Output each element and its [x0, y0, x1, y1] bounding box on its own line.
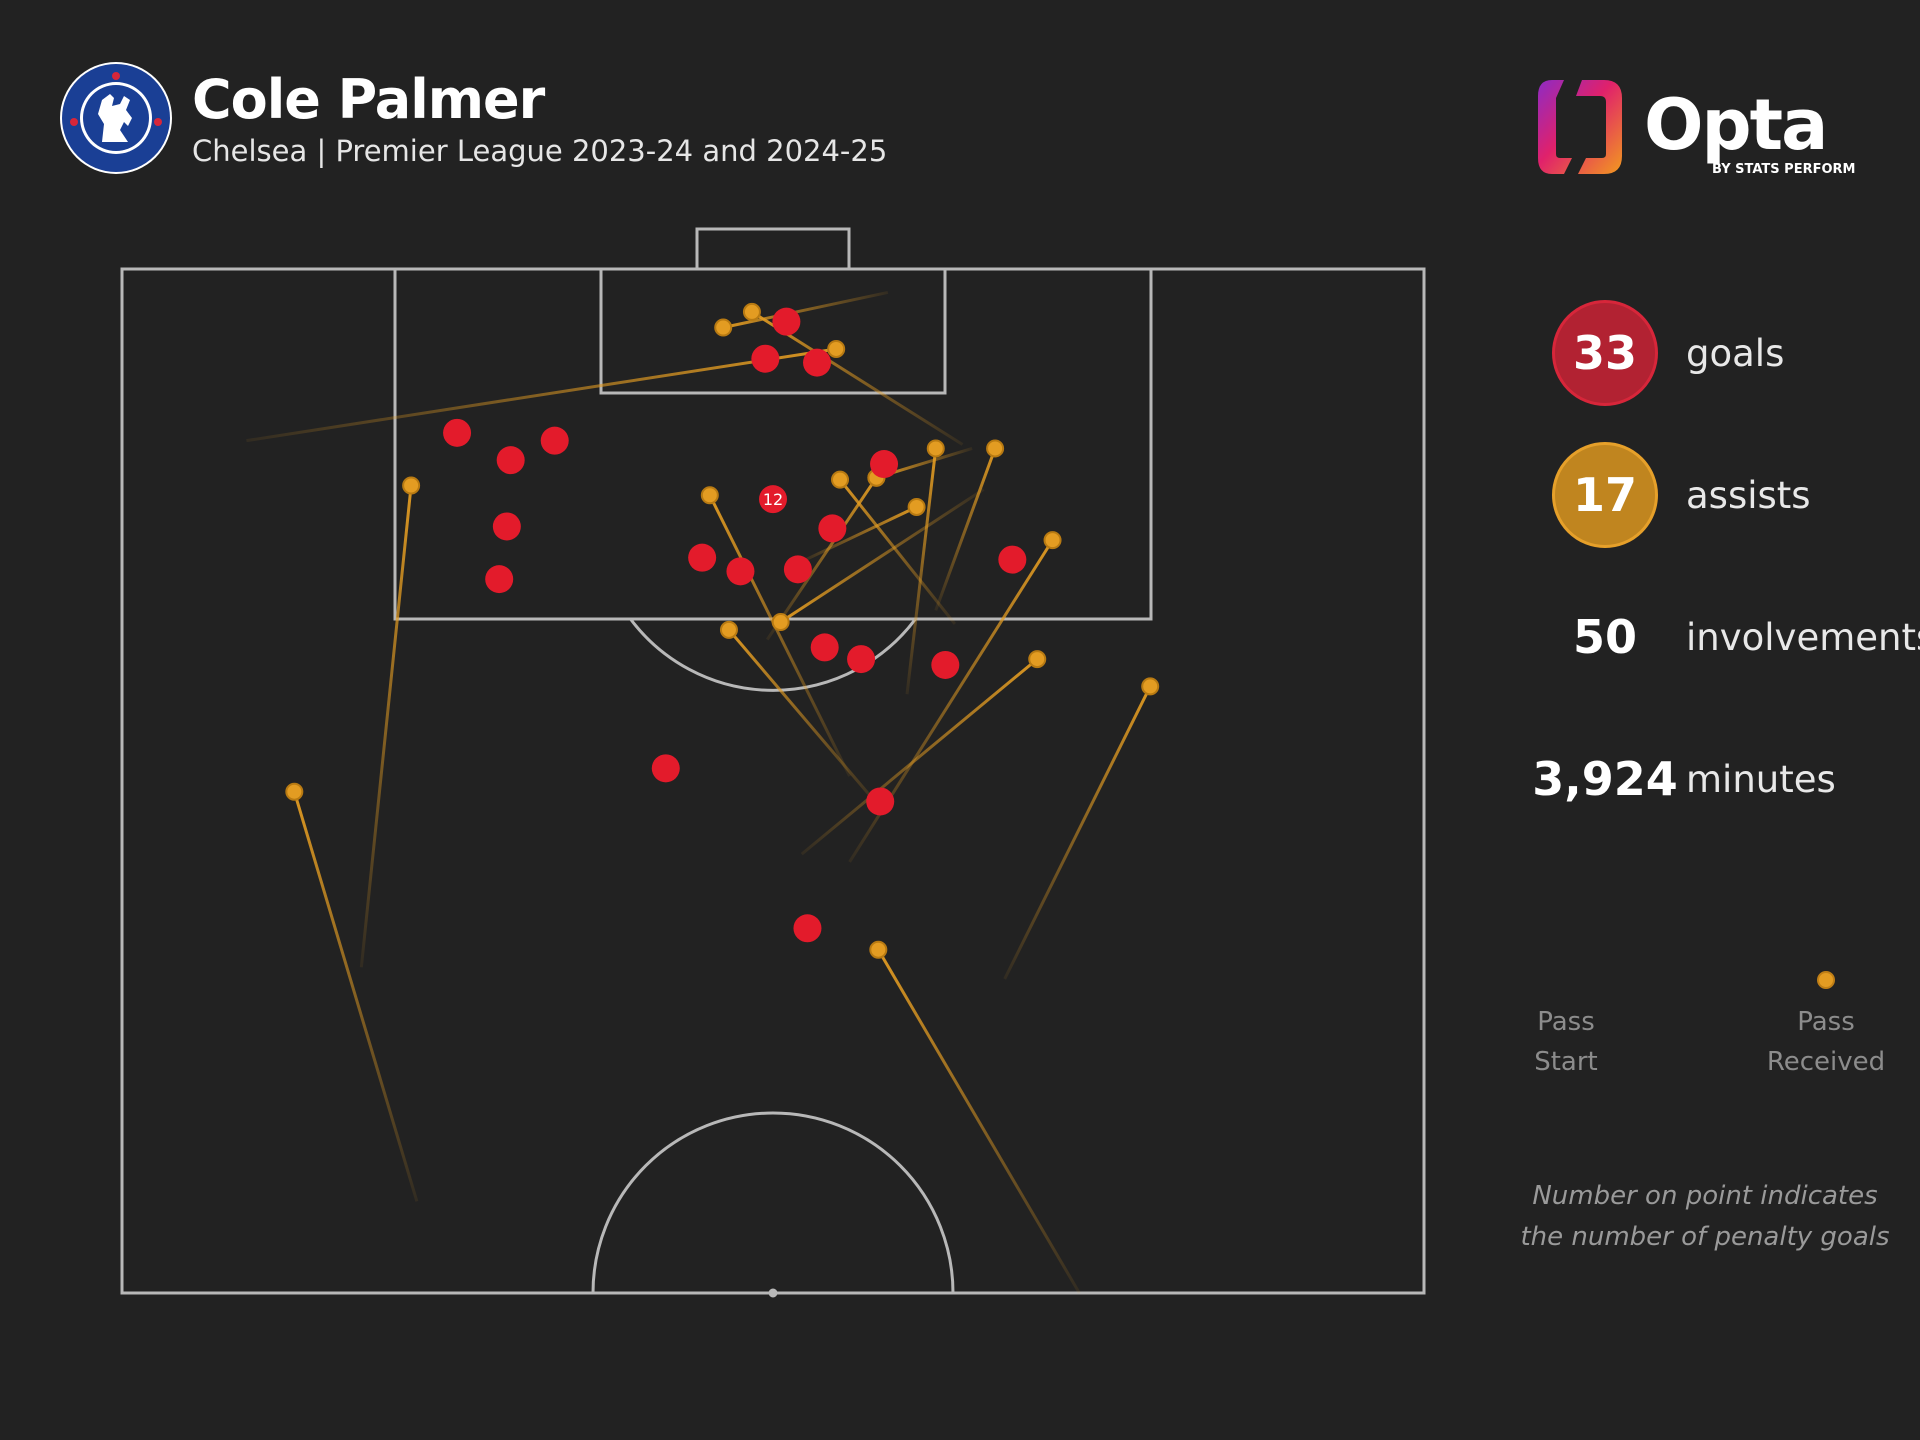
goal-point [759, 485, 787, 514]
stat-goals: 33 goals [1540, 300, 1920, 410]
goal-point [772, 307, 801, 336]
goal-point [443, 418, 472, 447]
goal-point [651, 754, 680, 783]
assist-pass-line [359, 485, 413, 968]
goal-point [496, 446, 525, 475]
opta-wordmark: Opta [1644, 84, 1828, 166]
penalty-goals-label: 12 [763, 490, 783, 509]
pitch-markings [120, 227, 1426, 1298]
goal-point [492, 512, 521, 541]
assist-received-point [714, 318, 733, 337]
involvements-value: 50 [1572, 610, 1637, 664]
assist-pass-line [708, 494, 851, 777]
goal-point [688, 543, 717, 572]
goal-point [726, 557, 755, 586]
assist-received-point [827, 339, 846, 358]
assist-pass-line [727, 628, 880, 807]
assist-received-point [926, 439, 945, 458]
goal-point [803, 348, 832, 377]
goal-point [783, 555, 812, 584]
assist-received-point [1043, 531, 1062, 550]
assist-pass-line [800, 657, 1039, 856]
goal-point [540, 426, 569, 455]
assist-pass-line [722, 290, 889, 329]
assist-pass-line [1003, 685, 1152, 980]
assist-received-point [719, 620, 738, 639]
page-subtitle: Chelsea | Premier League 2023-24 and 202… [192, 134, 888, 168]
assist-received-point [1028, 650, 1047, 669]
assist-received-point [986, 439, 1005, 458]
assist-received-point [402, 476, 421, 495]
six-yard-box [599, 267, 947, 395]
legend-pass-line [1566, 971, 1835, 989]
page-title: Cole Palmer [192, 68, 545, 131]
assist-pass-line [934, 447, 997, 611]
goals-badge: 33 [1552, 300, 1658, 406]
assist-received-point [700, 486, 719, 505]
assist-pass-line [801, 505, 918, 563]
center-spot [768, 1288, 778, 1298]
assist-received-point [1141, 677, 1160, 696]
pass-legend: Pass Start Pass Received [1520, 952, 1920, 1092]
minutes-label: minutes [1686, 757, 1836, 801]
goals-label: goals [1686, 331, 1785, 375]
goal-point [870, 450, 899, 479]
assist-received-point [742, 302, 761, 321]
minutes-value: 3,924 [1532, 752, 1678, 806]
goal-point [931, 650, 960, 679]
involvements-label: involvements [1686, 615, 1920, 659]
assists-label: assists [1686, 473, 1811, 517]
legend-end-label: Pass Received [1766, 1007, 1886, 1077]
assist-pass-line [292, 791, 419, 1202]
stat-minutes: 3,924 minutes [1532, 726, 1920, 836]
goal-point [998, 545, 1027, 574]
stat-assists: 17 assists [1540, 442, 1920, 552]
assist-received-point [907, 497, 926, 516]
assist-received-point [869, 940, 888, 959]
goals-layer: 12 [443, 307, 1027, 943]
opta-mark-icon [1538, 80, 1622, 174]
assist-received-point [285, 782, 304, 801]
assists-layer [246, 290, 1160, 1294]
penalty-arc [629, 618, 917, 692]
goal-point [866, 787, 895, 816]
assist-received-point [831, 470, 850, 489]
goal-point [793, 914, 822, 943]
goal-point [485, 565, 514, 594]
chelsea-crest-icon [60, 62, 172, 174]
stat-involvements: 50 involvements [1540, 584, 1920, 694]
assist-pass-line [877, 948, 1081, 1294]
goal-point [810, 633, 839, 662]
goal-point [847, 645, 876, 674]
legend-start-label: Pass Start [1534, 1007, 1598, 1077]
center-circle [591, 1111, 955, 1294]
assist-pass-line [779, 488, 985, 624]
assist-pass-line [246, 347, 837, 443]
goal-frame [695, 227, 851, 271]
penalty-note: Number on point indicates the number of … [1520, 1181, 1890, 1252]
assist-pass-line [766, 476, 878, 641]
goal-point [751, 344, 780, 373]
pitch-outline [120, 267, 1426, 1295]
assist-pass-line [905, 448, 938, 695]
assists-badge: 17 [1552, 442, 1658, 548]
opta-tagline: BY STATS PERFORM [1712, 162, 1856, 177]
goal-point [818, 514, 847, 543]
opta-logo: Opta BY STATS PERFORM [1534, 74, 1864, 184]
